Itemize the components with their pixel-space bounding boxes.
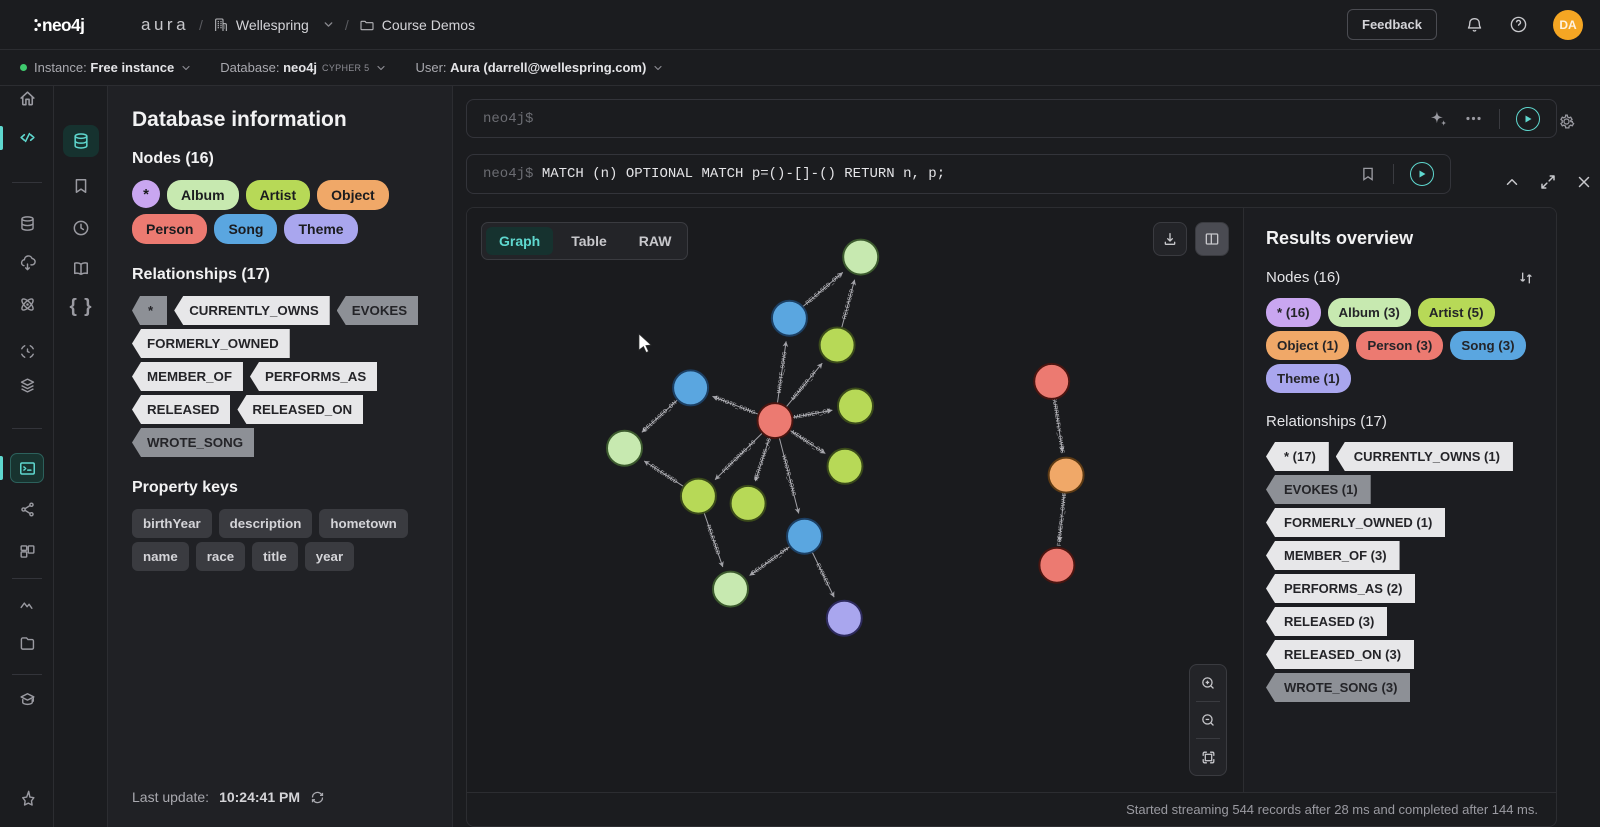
svg-text:RELEASED_ON: RELEASED_ON bbox=[642, 400, 678, 434]
svg-text:RELEASED_ON: RELEASED_ON bbox=[751, 546, 790, 576]
svg-text:WROTE_SONG: WROTE_SONG bbox=[780, 454, 796, 497]
svg-text:FORMERLY_OWNED: FORMERLY_OWNED bbox=[1057, 488, 1069, 546]
svg-text:PERFORMS_AS: PERFORMS_AS bbox=[721, 439, 757, 475]
svg-text:MEMBER_OF: MEMBER_OF bbox=[790, 430, 825, 456]
svg-text:MEMBER_OF: MEMBER_OF bbox=[794, 408, 832, 421]
svg-text:CURRENTLY_OWNS: CURRENTLY_OWNS bbox=[1050, 397, 1065, 454]
svg-text:WROTE_SONG: WROTE_SONG bbox=[714, 396, 756, 417]
svg-text:EVOKES: EVOKES bbox=[814, 563, 830, 587]
svg-text:MEMBER_OF: MEMBER_OF bbox=[791, 369, 820, 402]
svg-text:WROTE_SONG: WROTE_SONG bbox=[777, 351, 789, 394]
svg-text:RELEASED: RELEASED bbox=[649, 463, 679, 485]
svg-text:RELEASED: RELEASED bbox=[842, 288, 856, 320]
svg-text:RELEASED: RELEASED bbox=[705, 524, 721, 556]
svg-text:neo4j: neo4j bbox=[42, 16, 84, 34]
svg-text:RELEASED_ON: RELEASED_ON bbox=[805, 274, 842, 307]
